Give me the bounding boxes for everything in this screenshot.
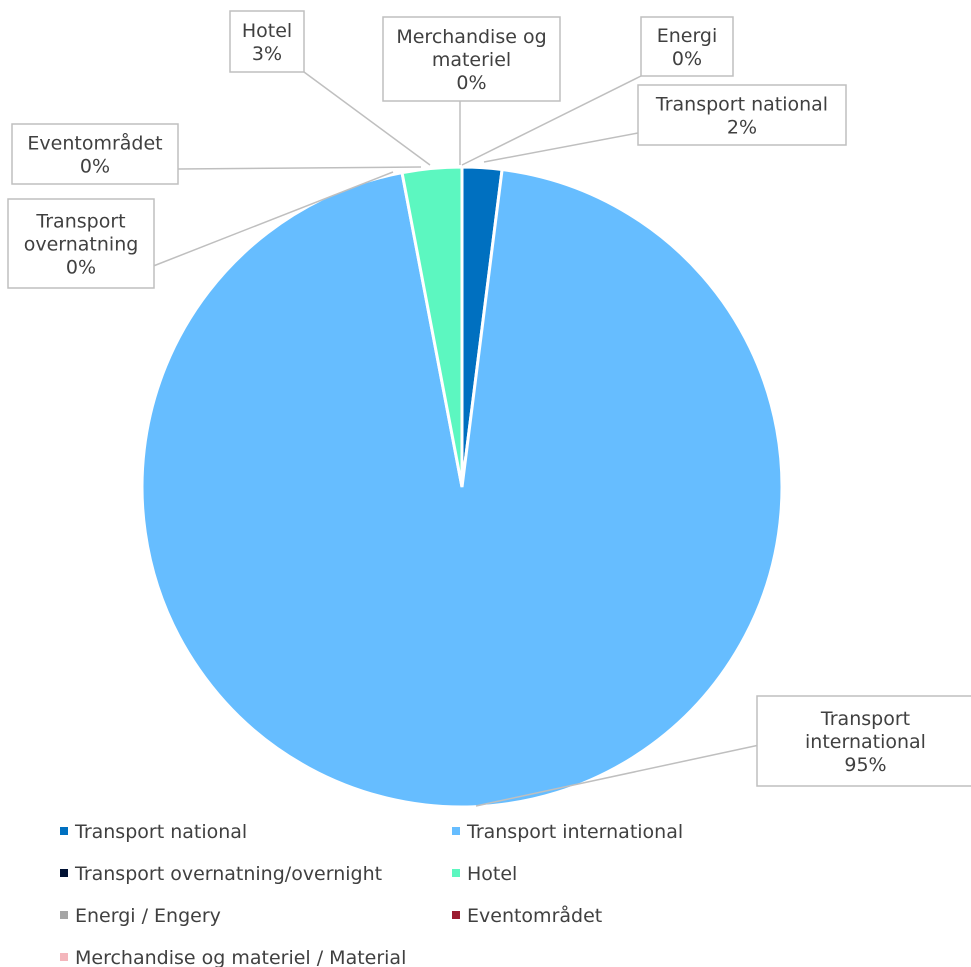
legend-entry-2: Transport overnatning/overnight — [74, 863, 382, 885]
data-label-transport_national-line-0: Transport national — [655, 94, 828, 116]
pie-slice-hotel — [400, 165, 464, 488]
data-label-energi-line-1: 0% — [672, 48, 702, 70]
data-label-transport_international-line-2: 95% — [844, 754, 886, 776]
data-label-merchandise-line-0: Merchandise og — [396, 26, 546, 48]
data-label-transport_international-line-1: international — [805, 731, 926, 753]
legend: Transport national Transport internationa… — [60, 821, 683, 967]
leader-line-transport_national — [483, 132, 639, 163]
legend-swatch-1 — [452, 827, 460, 835]
leader-line-transport_overnatning — [153, 171, 394, 267]
data-label-box-transport_overnatning — [7, 198, 155, 289]
data-label-transport_national-line-1: 2% — [727, 117, 757, 139]
data-label-box-transport_national — [637, 84, 847, 146]
leader-lines — [153, 71, 758, 807]
legend-entry-1: Transport international — [466, 821, 683, 843]
data-label-hotel-line-1: 3% — [252, 43, 282, 65]
data-label-box-merchandise — [382, 16, 561, 102]
leader-line-hotel — [303, 71, 431, 166]
data-label-box-energi — [640, 16, 734, 77]
data-labels: Transport national2%Transportinternation… — [7, 10, 971, 787]
legend-swatch-3 — [452, 869, 460, 877]
legend-swatch-4 — [60, 911, 68, 919]
data-label-merchandise-line-2: 0% — [456, 72, 486, 94]
data-label-box-transport_international — [756, 695, 971, 787]
legend-swatch-5 — [452, 911, 460, 919]
legend-entry-5: Eventområdet — [467, 904, 602, 927]
data-label-eventomraadet-line-1: 0% — [80, 156, 110, 178]
legend-entry-3: Hotel — [467, 863, 517, 885]
leader-line-transport_international — [475, 744, 758, 807]
pie-slice-transport_international — [140, 167, 784, 809]
leader-line-eventomraadet — [177, 166, 422, 170]
data-label-transport_overnatning-line-1: overnatning — [24, 234, 139, 256]
data-label-eventomraadet-line-0: Eventområdet — [27, 132, 162, 155]
data-label-merchandise-line-1: materiel — [432, 49, 511, 71]
data-label-box-eventomraadet — [11, 123, 179, 185]
legend-swatch-0 — [60, 827, 68, 835]
legend-entry-0: Transport national — [74, 821, 247, 843]
data-label-energi-line-0: Energi — [657, 25, 718, 47]
data-label-transport_international-line-0: Transport — [820, 708, 910, 730]
legend-entry-4: Energi / Engery — [75, 905, 221, 927]
data-label-transport_overnatning-line-0: Transport — [35, 211, 125, 233]
pie-slices — [140, 165, 784, 809]
leader-line-energi — [461, 75, 642, 166]
legend-swatch-2 — [60, 869, 68, 877]
data-label-box-hotel — [229, 10, 305, 73]
data-label-transport_overnatning-line-2: 0% — [66, 257, 96, 279]
legend-swatch-6 — [60, 953, 68, 961]
legend-entry-6: Merchandise og materiel / Material — [75, 947, 406, 967]
data-label-hotel-line-0: Hotel — [242, 20, 292, 42]
